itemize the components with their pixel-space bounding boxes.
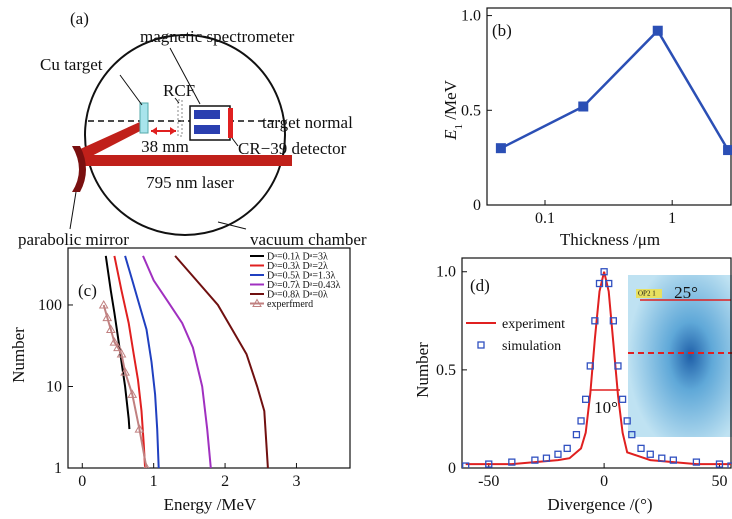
x-tick-label: 0 [78, 473, 86, 490]
y-axis-title: Number [9, 327, 28, 383]
marker [555, 451, 561, 457]
label: 38 mm [141, 137, 189, 156]
setup-diagram: (a) magnetic spectrometer Cu target RCF … [18, 9, 367, 249]
marker [653, 26, 663, 36]
magnet-shape [194, 110, 220, 119]
data-line [143, 256, 211, 468]
y-axis-title-part: E [441, 129, 460, 141]
panel-label: (c) [78, 281, 97, 300]
series-layer [496, 26, 732, 155]
x-axis-title: Divergence /(°) [547, 495, 652, 514]
y-axis-title: Number [413, 342, 432, 398]
panel-label: (a) [70, 9, 89, 28]
x-tick-label: 0 [600, 473, 608, 490]
x-tick-label: 3 [292, 473, 300, 490]
y-tick-label: 100 [38, 297, 62, 314]
inset-text: OP2 1 [638, 290, 656, 298]
x-axis-title: Energy /MeV [164, 495, 257, 514]
marker [496, 143, 506, 153]
legend-label: experfmerd [267, 299, 313, 310]
marker [478, 342, 484, 348]
label: magnetic spectrometer [140, 27, 295, 46]
marker [564, 445, 570, 451]
y-tick-label: 10 [46, 378, 62, 395]
marker [578, 418, 584, 424]
label: Cu target [40, 55, 103, 74]
marker [578, 102, 588, 112]
x-tick-label: -50 [478, 473, 499, 490]
x-tick-label: 1 [150, 473, 158, 490]
y-tick-label: 1.0 [436, 264, 456, 281]
legend-label: experiment [502, 317, 565, 332]
series-layer [100, 256, 268, 471]
label: CR−39 detector [238, 139, 347, 158]
figure: (a) magnetic spectrometer Cu target RCF … [0, 0, 732, 519]
label: target normal [262, 113, 353, 132]
marker [723, 145, 732, 155]
data-line [501, 31, 728, 150]
label: parabolic mirror [18, 230, 129, 249]
marker [583, 396, 589, 402]
label: 795 nm laser [146, 173, 234, 192]
marker [573, 432, 579, 438]
marker [620, 396, 626, 402]
data-line [125, 256, 159, 468]
y-axis-title-part: /MeV [441, 79, 460, 124]
y-tick-label: 1 [54, 460, 62, 477]
y-tick-label: 1.0 [461, 8, 481, 25]
data-line [175, 256, 268, 468]
detector-shape [228, 108, 233, 138]
label: vacuum chamber [250, 230, 367, 249]
target-shape [140, 103, 148, 133]
marker [638, 445, 644, 451]
panel-label: (d) [470, 276, 490, 295]
y-tick-label: 0.5 [436, 362, 456, 379]
legend-label: simulation [502, 339, 561, 354]
panel-label: (b) [492, 21, 512, 40]
y-tick-label: 0.5 [461, 102, 481, 119]
plot-frame [487, 8, 731, 205]
x-tick-label: 50 [711, 473, 727, 490]
magnet-shape [194, 125, 220, 134]
x-tick-label: 2 [221, 473, 229, 490]
data-line [106, 256, 130, 429]
annotation: 25° [674, 283, 698, 302]
label: RCF [163, 81, 195, 100]
y-tick-label: 0 [473, 197, 481, 214]
marker [647, 451, 653, 457]
y-tick-label: 0 [448, 460, 456, 477]
x-axis-title: Thickness /μm [560, 230, 660, 249]
annotation: 10° [594, 398, 618, 417]
x-tick-label: 0.1 [535, 210, 555, 227]
x-tick-label: 1 [668, 210, 676, 227]
